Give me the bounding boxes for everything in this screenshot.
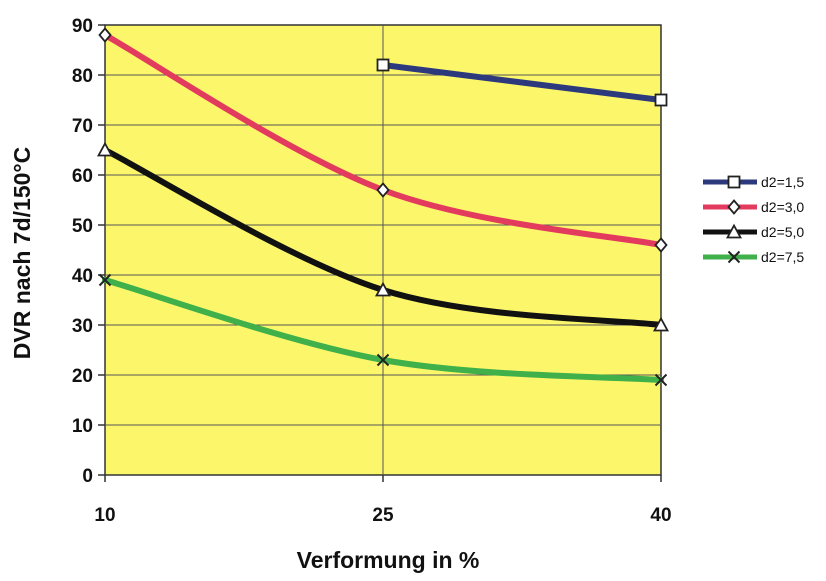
- data-point-diamond-marker: [727, 199, 741, 215]
- legend-item: d2=1,5: [703, 174, 804, 190]
- data-point-square-marker: [727, 175, 741, 189]
- legend-item: d2=5,0: [703, 223, 804, 240]
- series-group: [96, 27, 670, 387]
- series-4: [98, 273, 668, 387]
- y-tick-label: 40: [72, 266, 93, 287]
- x-tick-label: 25: [372, 505, 394, 526]
- y-tick-label: 50: [72, 216, 93, 237]
- series-3: [96, 141, 670, 332]
- legend-label: d2=1,5: [761, 174, 804, 190]
- legend-label: d2=7,5: [761, 249, 804, 265]
- x-axis-title: Verformung in %: [297, 547, 480, 573]
- y-tick-label: 20: [72, 366, 93, 387]
- data-point-diamond-marker: [98, 27, 112, 43]
- data-point-x-marker: [654, 373, 668, 387]
- data-point-triangle-marker: [652, 316, 670, 332]
- y-tick-label: 10: [72, 416, 93, 437]
- x-tick-label: 40: [650, 505, 671, 526]
- data-point-diamond-marker: [654, 237, 668, 253]
- data-point-triangle-marker: [96, 141, 114, 157]
- series-line: [380, 62, 664, 103]
- data-point-x-marker: [727, 250, 741, 264]
- data-point-square-marker: [654, 93, 668, 107]
- data-point-x-marker: [376, 353, 390, 367]
- gridlines: [105, 25, 661, 475]
- data-point-square-marker: [376, 58, 390, 72]
- y-tick-label: 60: [72, 166, 93, 187]
- data-point-triangle-marker: [374, 281, 392, 297]
- legend-item: d2=3,0: [703, 199, 804, 215]
- y-axis-title: DVR nach 7d/150°C: [9, 147, 35, 359]
- y-tick-label: 80: [72, 66, 93, 87]
- data-point-triangle-marker: [725, 223, 743, 239]
- y-tick-label: 30: [72, 316, 93, 337]
- y-tick-label: 0: [82, 466, 93, 487]
- x-tick-label: 10: [94, 505, 115, 526]
- legend-item: d2=7,5: [703, 249, 804, 265]
- legend-label: d2=5,0: [761, 224, 804, 240]
- y-tick-label: 70: [72, 116, 93, 137]
- y-tick-label: 90: [72, 16, 93, 37]
- legend: d2=1,5 d2=3,0 d2=5,0 d2=7,5: [703, 174, 804, 265]
- data-point-x-marker: [98, 273, 112, 287]
- series-1: [376, 58, 668, 107]
- data-point-diamond-marker: [376, 182, 390, 198]
- series-2: [98, 27, 668, 253]
- legend-label: d2=3,0: [761, 199, 804, 215]
